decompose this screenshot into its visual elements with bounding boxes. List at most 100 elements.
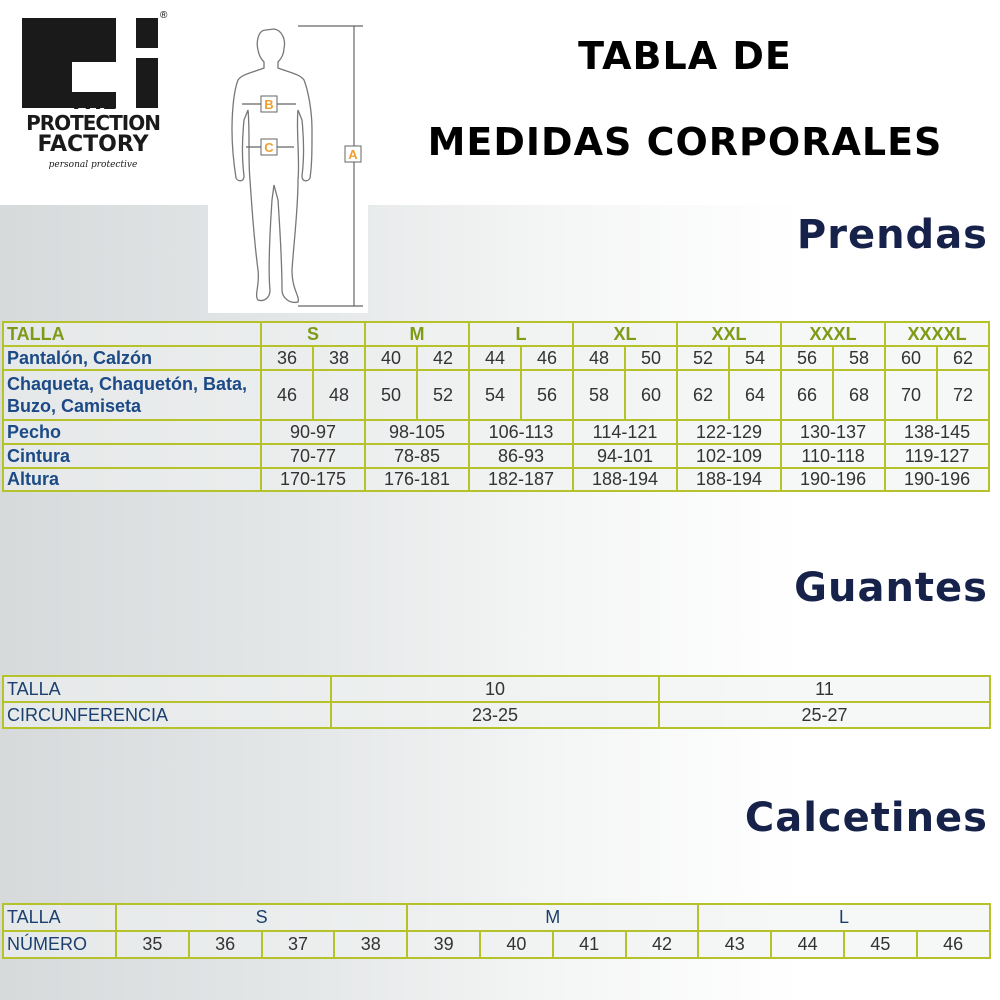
value-cell: 106-113	[468, 419, 575, 445]
value-cell: 64	[728, 369, 783, 421]
value-cell: 62	[676, 369, 731, 421]
guantes-size-table: TALLA 10 11 CIRCUNFERENCIA 23-25 25-27	[2, 675, 991, 729]
value-cell: 46	[260, 369, 314, 421]
value-cell: 72	[936, 369, 991, 421]
table-row: CIRCUNFERENCIA 23-25 25-27	[2, 701, 991, 729]
value-cell: 43	[697, 930, 773, 959]
value-cell: 176-181	[364, 467, 471, 492]
value-cell: 58	[572, 369, 627, 421]
label-a: A	[344, 145, 362, 163]
value-cell: 45	[842, 930, 918, 959]
value-cell: 114-121	[572, 419, 679, 445]
section-heading-guantes: Guantes	[794, 565, 988, 611]
value-cell: 170-175	[259, 467, 367, 492]
table-row: TALLA S M L XL XXL XXXL XXXXL	[2, 321, 991, 347]
row-label: NÚMERO	[2, 930, 117, 959]
value-cell: 40	[364, 345, 419, 371]
size-header: XXL	[676, 321, 783, 347]
value-cell: 188-194	[572, 467, 679, 492]
page-title-line2: MEDIDAS CORPORALES	[427, 120, 943, 164]
value-cell: 38	[333, 930, 409, 959]
value-cell: 44	[770, 930, 845, 959]
table-row: Cintura 70-77 78-85 86-93 94-101 102-109 110-1…	[2, 443, 991, 469]
value-cell: 40	[479, 930, 554, 959]
value-cell: 130-137	[780, 419, 887, 445]
registered-mark: ®	[160, 10, 168, 21]
row-label: Pantalón, Calzón	[2, 345, 262, 371]
svg-text:C: C	[264, 140, 274, 155]
value-cell: 68	[832, 369, 887, 421]
table-row: NÚMERO 35 36 37 38 39 40 41 42 43 44 45 46	[2, 930, 991, 959]
value-cell: 44	[468, 345, 523, 371]
size-header: XL	[572, 321, 679, 347]
label-b: B	[260, 95, 278, 113]
value-cell: 39	[406, 930, 481, 959]
value-cell: 54	[468, 369, 523, 421]
value-cell: 190-196	[780, 467, 887, 492]
svg-text:B: B	[264, 97, 273, 112]
value-cell: 119-127	[884, 443, 991, 469]
size-header: L	[468, 321, 575, 347]
value-cell: 46	[520, 345, 575, 371]
row-label: Chaqueta, Chaquetón, Bata, Buzo, Camiset…	[2, 369, 262, 421]
value-cell: 46	[915, 930, 991, 959]
row-label: TALLA	[2, 675, 332, 703]
value-cell: 23-25	[330, 701, 660, 729]
brand-logo: THE PROTECTION FACTORY personal protecti…	[18, 10, 168, 174]
value-cell: 138-145	[884, 419, 991, 445]
table-row: Pecho 90-97 98-105 106-113 114-121 122-129 130…	[2, 419, 991, 445]
header-label: TALLA	[2, 903, 117, 932]
logo-text: PROTECTION	[26, 111, 161, 135]
size-header: XXXL	[780, 321, 887, 347]
logo-text: THE	[68, 90, 118, 115]
table-row: Chaqueta, Chaquetón, Bata, Buzo, Camiset…	[2, 369, 991, 421]
value-cell: 122-129	[676, 419, 783, 445]
value-cell: 36	[187, 930, 263, 959]
value-cell: 50	[364, 369, 419, 421]
size-header: S	[114, 903, 409, 932]
value-cell: 54	[728, 345, 783, 371]
value-cell: 11	[658, 675, 991, 703]
table-row: TALLA S M L	[2, 903, 991, 932]
value-cell: 70-77	[259, 443, 367, 469]
label-c: C	[260, 138, 278, 156]
size-header: L	[697, 903, 991, 932]
value-cell: 60	[884, 345, 939, 371]
value-cell: 42	[624, 930, 700, 959]
value-cell: 25-27	[658, 701, 991, 729]
size-header: M	[406, 903, 700, 932]
value-cell: 10	[330, 675, 660, 703]
value-cell: 50	[624, 345, 679, 371]
value-cell: 52	[676, 345, 731, 371]
value-cell: 182-187	[468, 467, 575, 492]
body-measurement-figure: A B C	[231, 25, 363, 307]
value-cell: 60	[624, 369, 679, 421]
value-cell: 56	[520, 369, 575, 421]
value-cell: 66	[780, 369, 835, 421]
value-cell: 56	[780, 345, 835, 371]
section-heading-calcetines: Calcetines	[744, 795, 988, 841]
value-cell: 52	[416, 369, 471, 421]
value-cell: 37	[260, 930, 336, 959]
figure-panel: A B C	[208, 0, 368, 313]
value-cell: 94-101	[572, 443, 679, 469]
table-row: Altura 170-175 176-181 182-187 188-194 188-19…	[2, 467, 991, 492]
value-cell: 58	[832, 345, 887, 371]
header-background	[0, 0, 1000, 205]
row-label: Pecho	[2, 419, 262, 445]
value-cell: 98-105	[364, 419, 471, 445]
value-cell: 90-97	[259, 419, 367, 445]
value-cell: 188-194	[676, 467, 783, 492]
value-cell: 48	[311, 369, 367, 421]
header-label: TALLA	[2, 321, 262, 347]
value-cell: 110-118	[780, 443, 887, 469]
row-label: Altura	[2, 467, 262, 492]
value-cell: 78-85	[364, 443, 471, 469]
value-cell: 41	[551, 930, 627, 959]
section-heading-prendas: Prendas	[796, 212, 988, 258]
calcetines-size-table: TALLA S M L NÚMERO 35 36 37 38 39 40 41 42 43 44 45 46	[2, 903, 991, 959]
row-label: CIRCUNFERENCIA	[2, 701, 332, 729]
value-cell: 42	[416, 345, 471, 371]
logo-tagline: personal protective	[48, 160, 138, 170]
svg-text:A: A	[348, 147, 358, 162]
